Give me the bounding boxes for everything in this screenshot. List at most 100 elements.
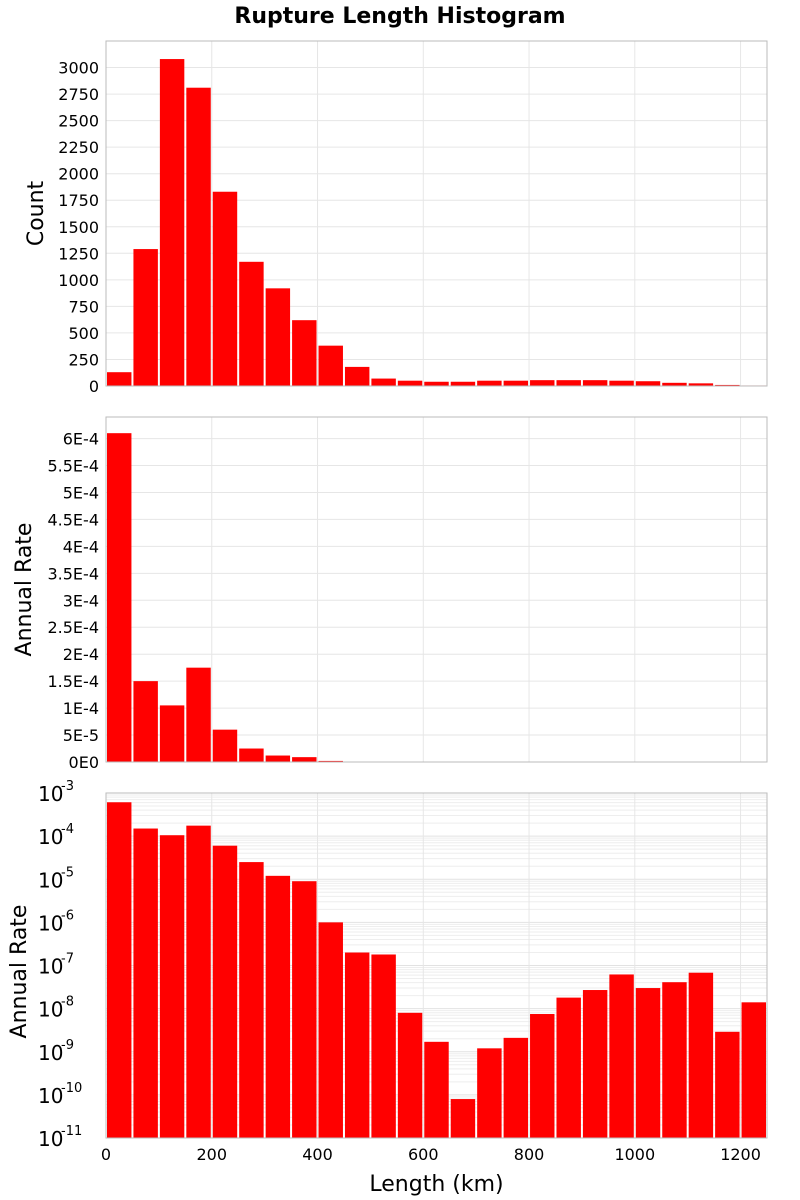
bar bbox=[371, 954, 396, 1138]
y-tick-label: 2500 bbox=[58, 112, 99, 131]
bar bbox=[133, 681, 158, 762]
bar bbox=[159, 59, 185, 387]
plot-frame-3 bbox=[105, 792, 768, 1139]
bar bbox=[265, 755, 291, 762]
bar bbox=[159, 835, 185, 1138]
bar bbox=[186, 667, 211, 762]
y-tick-base: 10 bbox=[38, 955, 63, 979]
bar bbox=[133, 249, 158, 386]
bar bbox=[239, 862, 264, 1138]
y-tick-label: 0 bbox=[89, 377, 99, 396]
bar bbox=[477, 1048, 502, 1138]
bar bbox=[186, 825, 211, 1138]
bar bbox=[530, 1014, 555, 1138]
y-tick-base: 10 bbox=[38, 1084, 63, 1108]
bar bbox=[450, 381, 476, 386]
y-tick-label: 2.5E-4 bbox=[47, 618, 99, 637]
y-tick-label: 5E-5 bbox=[63, 726, 99, 745]
y-tick-label: 3E-4 bbox=[63, 591, 99, 610]
bar bbox=[609, 974, 634, 1138]
y-axis-label: Annual Rate bbox=[7, 905, 32, 1039]
bar bbox=[424, 381, 449, 386]
bar bbox=[715, 1031, 740, 1138]
y-tick-label: 4E-4 bbox=[63, 537, 99, 556]
y-tick-label: 1000 bbox=[58, 271, 99, 290]
bar bbox=[371, 378, 396, 386]
y-tick-label: 5E-4 bbox=[63, 483, 99, 502]
y-tick-label: 250 bbox=[68, 350, 99, 369]
bar bbox=[318, 760, 343, 762]
bar bbox=[186, 87, 211, 386]
bar bbox=[212, 729, 238, 762]
bar bbox=[212, 191, 238, 386]
y-tick-exponent: -7 bbox=[61, 952, 74, 967]
bar bbox=[635, 381, 661, 386]
y-tick-label: 1750 bbox=[58, 191, 99, 210]
bar bbox=[265, 288, 291, 386]
bar bbox=[265, 875, 291, 1138]
bar bbox=[635, 988, 661, 1138]
y-tick-label: 1E-4 bbox=[63, 699, 99, 718]
bar bbox=[424, 1041, 449, 1138]
bar bbox=[582, 990, 608, 1138]
bar bbox=[107, 372, 132, 386]
bar bbox=[212, 845, 238, 1138]
y-tick-base: 10 bbox=[38, 1041, 63, 1065]
y-tick-label: 4.5E-4 bbox=[47, 510, 99, 529]
bar bbox=[556, 997, 581, 1138]
y-tick-exponent: -6 bbox=[61, 908, 74, 923]
y-axis-label: Count bbox=[24, 180, 49, 246]
bar bbox=[318, 345, 343, 386]
bar bbox=[530, 380, 555, 386]
bar bbox=[159, 705, 185, 762]
plot-frame-1 bbox=[105, 40, 768, 387]
y-tick-exponent: -11 bbox=[61, 1124, 82, 1139]
y-tick-label: 5.5E-4 bbox=[47, 457, 99, 476]
x-axis-label: Length (km) bbox=[369, 1172, 503, 1197]
bar bbox=[292, 881, 317, 1138]
bar bbox=[450, 1099, 476, 1138]
bar bbox=[662, 982, 687, 1138]
y-tick-label: 500 bbox=[68, 324, 99, 343]
x-tick-label: 200 bbox=[196, 1145, 227, 1164]
bar bbox=[292, 757, 317, 762]
y-tick-label: 2750 bbox=[58, 85, 99, 104]
bar bbox=[688, 383, 714, 386]
x-tick-label: 600 bbox=[408, 1145, 439, 1164]
y-tick-label: 750 bbox=[68, 297, 99, 316]
chart-title: Rupture Length Histogram bbox=[234, 4, 565, 29]
bar bbox=[582, 380, 608, 386]
bar bbox=[397, 380, 423, 386]
bar bbox=[344, 366, 370, 386]
y-tick-base: 10 bbox=[38, 911, 63, 935]
y-tick-base: 10 bbox=[38, 868, 63, 892]
x-tick-label: 800 bbox=[514, 1145, 545, 1164]
bar bbox=[239, 748, 264, 762]
y-tick-label: 1500 bbox=[58, 218, 99, 237]
y-tick-label: 1.5E-4 bbox=[47, 672, 99, 691]
y-tick-exponent: -5 bbox=[61, 865, 74, 880]
x-tick-label: 1200 bbox=[720, 1145, 761, 1164]
bar bbox=[318, 922, 343, 1138]
x-tick-label: 0 bbox=[101, 1145, 111, 1164]
bar bbox=[609, 380, 634, 386]
y-tick-exponent: -3 bbox=[61, 779, 74, 794]
y-tick-label: 2250 bbox=[58, 138, 99, 157]
bar bbox=[133, 828, 158, 1138]
bar bbox=[741, 1002, 766, 1138]
bar bbox=[292, 320, 317, 386]
y-tick-exponent: -8 bbox=[61, 995, 74, 1010]
y-tick-label: 2000 bbox=[58, 165, 99, 184]
bar bbox=[107, 802, 132, 1138]
x-tick-label: 400 bbox=[302, 1145, 333, 1164]
bar bbox=[344, 952, 370, 1138]
y-tick-base: 10 bbox=[38, 998, 63, 1022]
bar bbox=[503, 1037, 529, 1138]
bar bbox=[503, 380, 529, 386]
x-tick-label: 1000 bbox=[614, 1145, 655, 1164]
bar bbox=[107, 433, 132, 762]
bar bbox=[662, 382, 687, 386]
y-tick-label: 0E0 bbox=[69, 753, 99, 772]
plot-frame-2 bbox=[105, 416, 768, 763]
